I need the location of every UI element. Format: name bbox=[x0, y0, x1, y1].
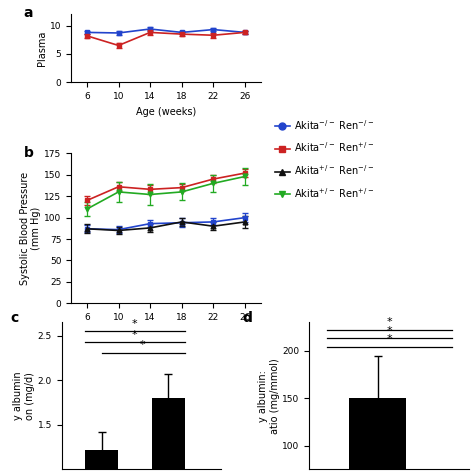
Y-axis label: y albumin:
atio (mg/mmol): y albumin: atio (mg/mmol) bbox=[258, 358, 280, 434]
Text: *: * bbox=[386, 317, 392, 327]
Text: *: * bbox=[132, 330, 138, 340]
Text: c: c bbox=[10, 310, 18, 325]
Text: a: a bbox=[24, 6, 33, 20]
Text: *: * bbox=[386, 326, 392, 336]
Text: b: b bbox=[24, 146, 34, 160]
Text: *: * bbox=[386, 334, 392, 344]
Bar bbox=[85, 450, 118, 474]
Text: d: d bbox=[242, 310, 252, 325]
X-axis label: Age (weeks): Age (weeks) bbox=[136, 107, 196, 117]
Text: *: * bbox=[140, 340, 146, 350]
X-axis label: Age (weeks): Age (weeks) bbox=[136, 328, 196, 337]
Bar bbox=[152, 398, 185, 474]
Text: *: * bbox=[132, 319, 138, 329]
Bar bbox=[349, 398, 407, 474]
Legend: Akita$^{-/-}$ Ren$^{-/-}$, Akita$^{-/-}$ Ren$^{+/-}$, Akita$^{+/-}$ Ren$^{-/-}$,: Akita$^{-/-}$ Ren$^{-/-}$, Akita$^{-/-}$… bbox=[275, 118, 374, 200]
Y-axis label: Systolic Blood Pressure
(mm Hg): Systolic Blood Pressure (mm Hg) bbox=[20, 172, 41, 285]
Y-axis label: Plasma: Plasma bbox=[37, 31, 47, 66]
Y-axis label: y albumin
on (mg/d): y albumin on (mg/d) bbox=[13, 372, 35, 420]
